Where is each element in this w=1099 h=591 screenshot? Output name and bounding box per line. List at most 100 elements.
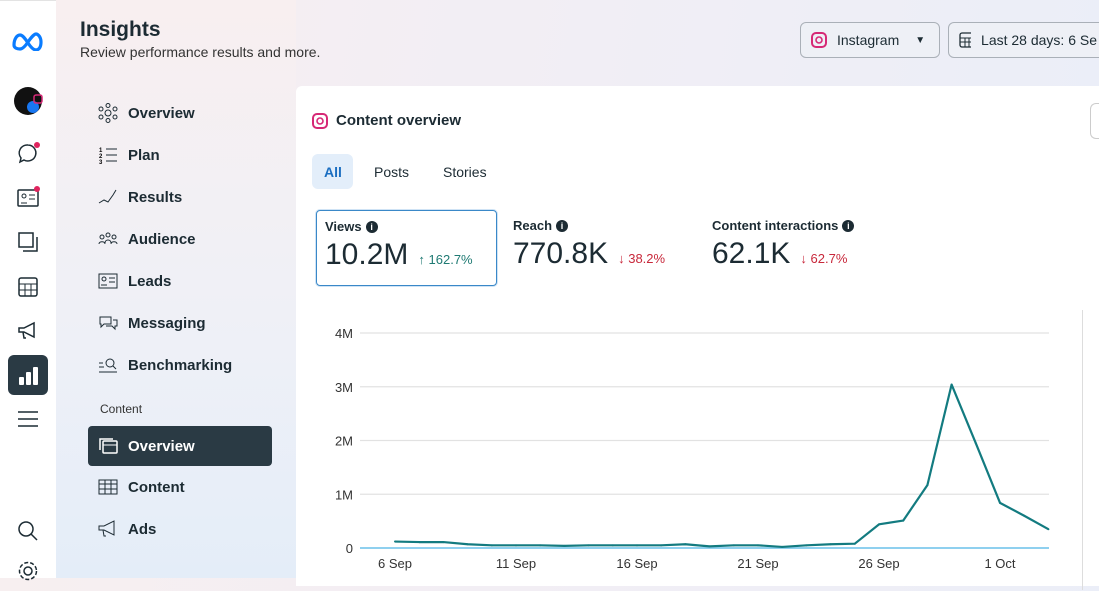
data-point (732, 544, 735, 547)
nav-section-content: Content (100, 402, 143, 416)
nav-benchmarking[interactable]: Benchmarking (88, 345, 272, 385)
data-point (999, 501, 1001, 504)
tab-posts[interactable]: Posts (374, 163, 410, 180)
insights-bar-chart-icon[interactable] (8, 355, 48, 395)
people-icon (98, 232, 118, 245)
views-line-chart: 0 1M 2M 3M 4M 6 Sep 11 Sep 16 Sep 21 Sep 26 Sep 1 … (335, 326, 1050, 571)
metric-label: Views (325, 219, 362, 234)
info-icon[interactable]: i (365, 220, 378, 233)
metric-reach[interactable]: Reach i 770.8K ↓ 38.2% (505, 210, 695, 286)
tab-stories[interactable]: Stories (443, 163, 487, 180)
data-point (394, 540, 396, 543)
data-point (636, 544, 638, 547)
table-icon (98, 479, 118, 495)
views-series-line (394, 383, 1049, 549)
leads-card-icon[interactable] (8, 178, 48, 218)
data-point (829, 543, 832, 546)
arrow-down-icon: ↓ (618, 251, 625, 266)
nav-label: Benchmarking (128, 356, 233, 374)
megaphone-icon (98, 520, 115, 537)
messages-icon[interactable] (8, 134, 48, 174)
nav-messaging[interactable]: Messaging (88, 303, 272, 343)
y-tick-label: 2M (335, 434, 353, 449)
account-avatar[interactable] (8, 81, 48, 121)
nav-label: Overview (128, 437, 195, 455)
x-tick-label: 11 Sep (496, 556, 536, 571)
info-icon[interactable]: i (556, 219, 569, 232)
search-icon[interactable] (8, 511, 48, 551)
card-action-button[interactable] (1090, 103, 1099, 139)
divider (1082, 310, 1083, 590)
nav-label: Overview (128, 104, 195, 122)
data-point (926, 484, 929, 487)
metric-label: Content interactions (712, 218, 839, 233)
calendar-icon (959, 32, 972, 48)
nav-plan[interactable]: 1 2 3 Plan (88, 135, 272, 175)
data-point (442, 541, 445, 544)
nav-ads[interactable]: Ads (88, 509, 272, 549)
y-tick-label: 4M (335, 326, 353, 341)
metric-content-interactions[interactable]: Content interactions i 62.1K ↓ 62.7% (704, 210, 904, 286)
data-point (1023, 514, 1026, 517)
data-point (853, 542, 856, 545)
nav-content[interactable]: Content (88, 467, 272, 507)
network-icon (98, 103, 118, 123)
benchmark-search-icon (99, 358, 117, 373)
arrow-down-icon: ↓ (800, 251, 807, 266)
nav-overview[interactable]: Overview (88, 93, 272, 133)
calendar-table-icon[interactable] (8, 267, 48, 307)
caret-down-icon: ▼ (915, 34, 926, 46)
data-point (515, 544, 517, 547)
metric-value: 10.2M (325, 238, 409, 271)
page-subtitle: Review performance results and more. (80, 44, 321, 60)
data-point (950, 383, 953, 386)
chat-bubbles-icon (99, 316, 118, 331)
metric-delta: 62.7% (810, 251, 848, 266)
data-point (418, 541, 421, 544)
x-tick-label: 6 Sep (378, 556, 412, 571)
metric-value: 770.8K (513, 237, 609, 270)
menu-icon[interactable] (8, 399, 48, 439)
date-range-select[interactable]: Last 28 days: 6 Se (948, 22, 1099, 58)
megaphone-icon[interactable] (8, 311, 48, 351)
metric-delta: 38.2% (628, 251, 666, 266)
nav-label: Leads (128, 272, 172, 290)
y-tick-label: 1M (335, 487, 353, 502)
data-point (1047, 528, 1050, 531)
data-point (611, 544, 614, 547)
nav-label: Plan (128, 146, 160, 164)
nav-label: Content (128, 478, 185, 496)
tab-all[interactable]: All (312, 154, 353, 189)
svg-text:3: 3 (99, 160, 103, 165)
data-point (878, 523, 880, 526)
nav-audience[interactable]: Audience (88, 219, 272, 259)
data-point (902, 519, 905, 522)
data-point (974, 442, 977, 445)
insights-nav-panel (56, 0, 296, 578)
nav-results[interactable]: Results (88, 177, 272, 217)
numbered-list-icon: 123 (99, 148, 117, 165)
meta-logo-icon[interactable] (8, 21, 48, 61)
metric-value: 62.1K (712, 237, 791, 270)
nav-label: Messaging (128, 314, 206, 332)
data-point (539, 544, 542, 547)
global-rail (0, 0, 56, 581)
data-point (466, 543, 469, 546)
x-tick-label: 21 Sep (737, 556, 778, 571)
info-icon[interactable]: i (842, 219, 855, 232)
instagram-icon (811, 32, 827, 48)
metric-views[interactable]: Views i 10.2M ↑ 162.7% (316, 210, 497, 286)
nav-label: Audience (128, 230, 196, 248)
content-overview-card: Content overview All Posts Stories Views… (296, 86, 1099, 590)
trend-line-icon (98, 189, 117, 204)
nav-leads[interactable]: Leads (88, 261, 272, 301)
pages-icon[interactable] (8, 222, 48, 262)
nav-label: Ads (128, 520, 157, 538)
data-point (684, 543, 687, 546)
platform-select[interactable]: Instagram ▼ (800, 22, 940, 58)
content-cards-icon (99, 438, 118, 454)
nav-content-overview[interactable]: Overview (88, 426, 272, 466)
data-point (660, 544, 663, 547)
instagram-icon (312, 112, 328, 129)
data-point (757, 544, 759, 547)
